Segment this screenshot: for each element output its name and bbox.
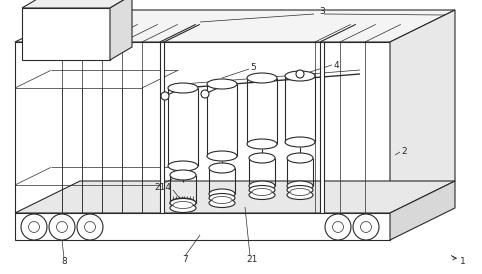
Ellipse shape (249, 185, 275, 195)
Ellipse shape (212, 196, 232, 204)
Circle shape (333, 222, 344, 232)
Polygon shape (15, 42, 390, 213)
Ellipse shape (168, 161, 198, 171)
Ellipse shape (170, 170, 196, 180)
Polygon shape (160, 42, 164, 213)
Ellipse shape (287, 153, 313, 163)
Polygon shape (15, 10, 455, 42)
Ellipse shape (170, 204, 196, 213)
Circle shape (28, 222, 40, 232)
Ellipse shape (173, 201, 193, 209)
Polygon shape (390, 181, 455, 240)
Ellipse shape (209, 198, 235, 207)
Polygon shape (110, 0, 132, 60)
Ellipse shape (170, 198, 196, 208)
Circle shape (21, 214, 47, 240)
Ellipse shape (209, 193, 235, 202)
Polygon shape (390, 10, 455, 213)
Ellipse shape (247, 139, 277, 149)
Ellipse shape (285, 137, 315, 147)
Polygon shape (22, 8, 110, 60)
Circle shape (325, 214, 351, 240)
Text: 8: 8 (61, 258, 67, 267)
Circle shape (161, 92, 169, 100)
Ellipse shape (170, 198, 196, 207)
Text: 214: 214 (155, 184, 172, 193)
Circle shape (77, 214, 103, 240)
Circle shape (49, 214, 75, 240)
Ellipse shape (290, 189, 310, 196)
Ellipse shape (168, 83, 198, 93)
Ellipse shape (252, 189, 272, 196)
Text: 5: 5 (250, 62, 256, 72)
Circle shape (361, 222, 372, 232)
Ellipse shape (207, 79, 237, 89)
Circle shape (56, 222, 67, 232)
Circle shape (296, 70, 304, 78)
Ellipse shape (287, 185, 313, 195)
Ellipse shape (287, 181, 313, 191)
Ellipse shape (209, 189, 235, 199)
Ellipse shape (209, 163, 235, 173)
Circle shape (201, 90, 209, 98)
Text: 1: 1 (460, 258, 466, 267)
Text: 6: 6 (35, 5, 41, 15)
Text: 3: 3 (319, 7, 325, 16)
Text: 21: 21 (246, 255, 258, 264)
Text: 4: 4 (333, 61, 339, 70)
Ellipse shape (287, 190, 313, 199)
Text: 7: 7 (182, 255, 188, 264)
Ellipse shape (249, 190, 275, 199)
Ellipse shape (249, 181, 275, 191)
Ellipse shape (285, 71, 315, 81)
Ellipse shape (207, 151, 237, 161)
Circle shape (84, 222, 95, 232)
Polygon shape (15, 213, 390, 240)
Ellipse shape (249, 153, 275, 163)
Polygon shape (22, 0, 132, 8)
Ellipse shape (247, 73, 277, 83)
FancyArrowPatch shape (452, 255, 456, 260)
Circle shape (353, 214, 379, 240)
Polygon shape (15, 181, 455, 213)
Polygon shape (320, 42, 324, 213)
Text: 2: 2 (401, 147, 407, 156)
